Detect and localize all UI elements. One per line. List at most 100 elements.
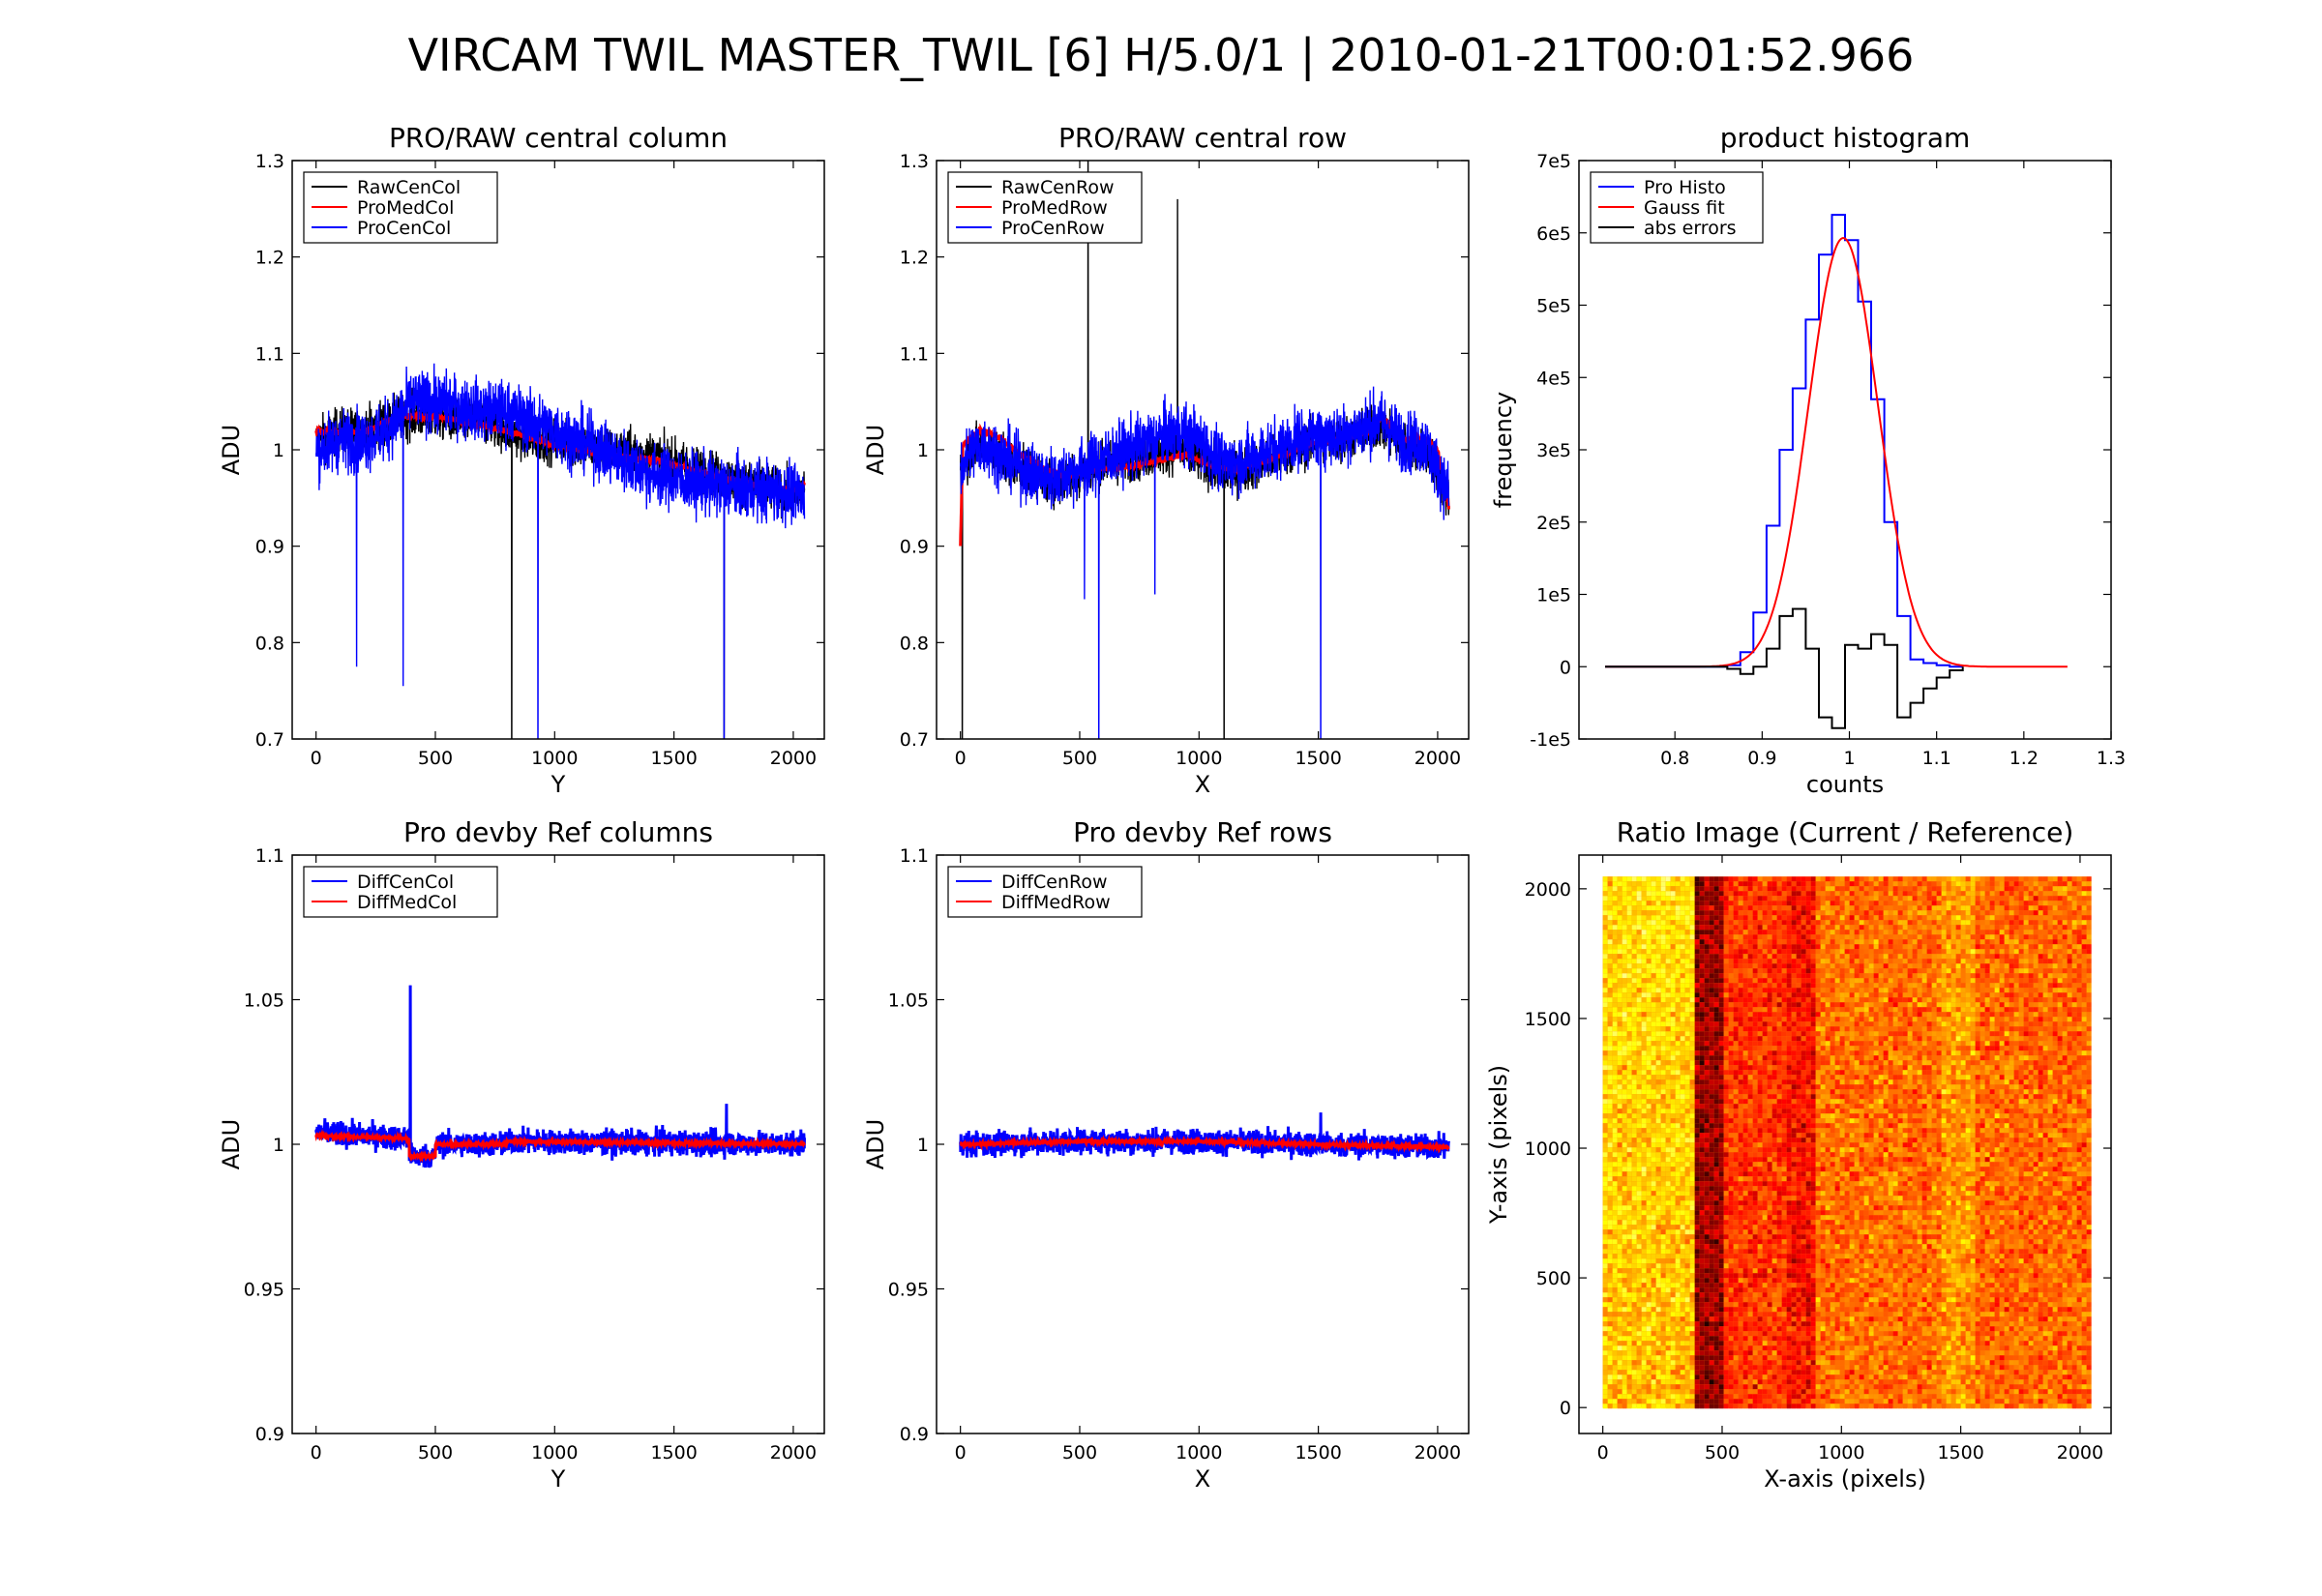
y-tick-label: 0.9 bbox=[900, 1424, 929, 1445]
y-tick-label: 1 bbox=[917, 440, 929, 461]
y-tick-label: 0.9 bbox=[255, 1424, 284, 1445]
y-tick-label: 1.3 bbox=[900, 151, 929, 172]
x-tick-label: 500 bbox=[418, 1442, 453, 1463]
y-tick-label: 2000 bbox=[1525, 879, 1571, 901]
y-tick-label: 0.95 bbox=[888, 1280, 929, 1301]
y-tick-label: 1e5 bbox=[1536, 585, 1571, 606]
y-tick-label: 4e5 bbox=[1536, 368, 1571, 389]
x-tick-label: 2000 bbox=[770, 748, 817, 769]
x-tick-label: 500 bbox=[418, 748, 453, 769]
plot-area bbox=[314, 363, 806, 739]
figure-title: VIRCAM TWIL MASTER_TWIL [6] H/5.0/1 | 20… bbox=[407, 29, 1915, 81]
y-axis-label: ADU bbox=[218, 425, 245, 475]
y-axis-label: frequency bbox=[1490, 392, 1517, 508]
x-tick-label: 1500 bbox=[1937, 1442, 1983, 1463]
y-tick-label: 1.1 bbox=[255, 845, 284, 867]
panel-title: product histogram bbox=[1720, 122, 1971, 154]
plot-area bbox=[314, 985, 806, 1168]
x-tick-label: 0 bbox=[1597, 1442, 1609, 1463]
x-tick-label: 0 bbox=[311, 748, 322, 769]
x-tick-label: 1500 bbox=[650, 1442, 697, 1463]
x-tick-label: 500 bbox=[1705, 1442, 1740, 1463]
series-procencol bbox=[315, 363, 806, 739]
series-abs-errors bbox=[1605, 607, 1964, 729]
plot-area bbox=[959, 161, 1450, 739]
x-axis-label: Y bbox=[551, 771, 566, 798]
x-tick-label: 1.3 bbox=[2097, 748, 2126, 769]
x-tick-label: 0 bbox=[955, 748, 967, 769]
legend-label: DiffCenRow bbox=[1001, 872, 1108, 893]
panel-2: PRO/RAW central row 0 500 1000 1500 2000 0.7 0.… bbox=[862, 122, 1470, 798]
y-tick-label: 0.8 bbox=[255, 633, 284, 654]
x-tick-label: 0 bbox=[955, 1442, 967, 1463]
x-tick-label: 500 bbox=[1062, 748, 1097, 769]
x-axis-label: X-axis (pixels) bbox=[1764, 1465, 1926, 1493]
y-tick-label: 1.3 bbox=[255, 151, 284, 172]
x-axis-label: counts bbox=[1806, 771, 1884, 798]
y-tick-label: 5e5 bbox=[1536, 296, 1571, 317]
panel-title: Pro devby Ref columns bbox=[403, 816, 713, 848]
legend-label: DiffCenCol bbox=[357, 872, 454, 893]
panel-title: Pro devby Ref rows bbox=[1073, 816, 1332, 848]
y-axis-label: ADU bbox=[862, 1119, 889, 1169]
y-tick-label: 1.1 bbox=[900, 343, 929, 365]
plot-area bbox=[1602, 876, 2092, 1409]
y-tick-label: 0 bbox=[1560, 1398, 1571, 1419]
y-tick-label: 0.9 bbox=[255, 537, 284, 558]
x-tick-label: 2000 bbox=[1414, 748, 1461, 769]
x-tick-label: 2000 bbox=[1414, 1442, 1461, 1463]
y-tick-label: 1 bbox=[273, 440, 284, 461]
y-tick-label: 1.2 bbox=[255, 248, 284, 269]
plot-area bbox=[1605, 214, 2068, 729]
x-tick-label: 2000 bbox=[770, 1442, 817, 1463]
panel-title: Ratio Image (Current / Reference) bbox=[1617, 816, 2074, 848]
y-tick-label: 0.7 bbox=[900, 729, 929, 751]
y-tick-label: 1.05 bbox=[244, 990, 284, 1012]
x-tick-label: 0.9 bbox=[1747, 748, 1776, 769]
plot-area bbox=[959, 1112, 1450, 1161]
y-tick-label: 6e5 bbox=[1536, 223, 1571, 245]
panel-5: Pro devby Ref rows 0 500 1000 1500 2000 0.9 0.9… bbox=[862, 816, 1470, 1493]
legend-box bbox=[947, 866, 1143, 918]
legend-label: ProCenRow bbox=[1001, 218, 1105, 239]
panel-3: product histogram 0.8 0.9 1 1.1 1.2 1.3 -1e5 0 1e… bbox=[1490, 122, 2126, 798]
x-tick-label: 0.8 bbox=[1660, 748, 1689, 769]
y-tick-label: 0.95 bbox=[244, 1280, 284, 1301]
legend-box bbox=[303, 866, 498, 918]
legend-box bbox=[947, 171, 1143, 244]
x-tick-label: 1500 bbox=[650, 748, 697, 769]
x-axis-label: X bbox=[1195, 771, 1210, 798]
y-tick-label: 1.05 bbox=[888, 990, 929, 1012]
legend-label: RawCenRow bbox=[1001, 177, 1114, 198]
y-tick-label: 1 bbox=[917, 1135, 929, 1156]
y-axis-label: Y-axis (pixels) bbox=[1485, 1065, 1512, 1225]
legend-label: Pro Histo bbox=[1644, 177, 1726, 198]
x-tick-label: 1000 bbox=[1818, 1442, 1864, 1463]
y-tick-label: 1.1 bbox=[255, 343, 284, 365]
x-tick-label: 1000 bbox=[1176, 1442, 1222, 1463]
series-diffmedcol bbox=[314, 1129, 806, 1164]
plot-frame bbox=[1578, 854, 2112, 1434]
y-tick-label: 1000 bbox=[1525, 1138, 1571, 1160]
panel-4: Pro devby Ref columns 0 500 1000 1500 2000 0.9… bbox=[218, 816, 825, 1493]
y-tick-label: 1 bbox=[273, 1135, 284, 1156]
legend-label: DiffMedCol bbox=[357, 892, 457, 913]
x-tick-label: 1.1 bbox=[1922, 748, 1951, 769]
y-tick-label: 0.9 bbox=[900, 537, 929, 558]
x-tick-label: 1500 bbox=[1295, 748, 1341, 769]
series-procenrow bbox=[960, 386, 1450, 739]
y-tick-label: 0.8 bbox=[900, 633, 929, 654]
x-tick-label: 500 bbox=[1062, 1442, 1097, 1463]
x-tick-label: 2000 bbox=[2057, 1442, 2103, 1463]
y-tick-label: 0.7 bbox=[255, 729, 284, 751]
panel-title: PRO/RAW central column bbox=[389, 122, 728, 154]
y-tick-label: 7e5 bbox=[1536, 151, 1571, 172]
x-tick-label: 1000 bbox=[531, 748, 578, 769]
legend-label: Gauss fit bbox=[1644, 197, 1725, 219]
legend-label: RawCenCol bbox=[357, 177, 461, 198]
x-tick-label: 1500 bbox=[1295, 1442, 1341, 1463]
x-tick-label: 1 bbox=[1843, 748, 1855, 769]
